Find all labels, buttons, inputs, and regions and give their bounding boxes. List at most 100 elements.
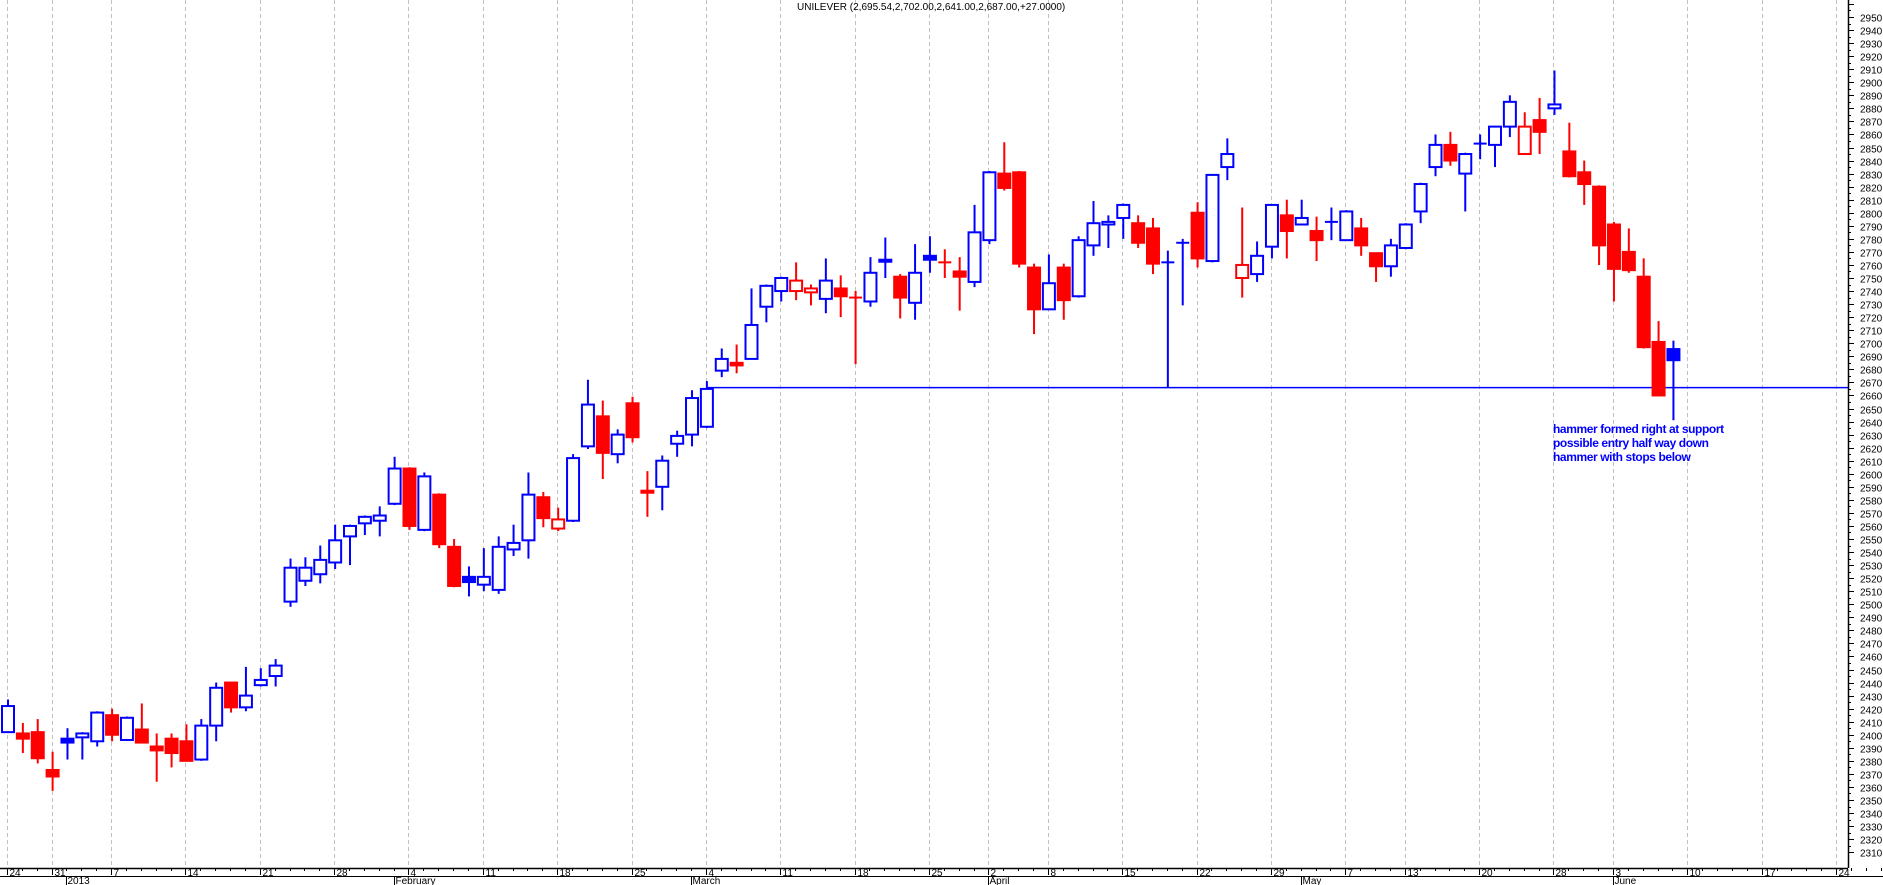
candle	[1577, 160, 1592, 205]
x-tick-label: 14	[188, 868, 200, 879]
x-tick-label: 4	[411, 868, 417, 879]
candle-body-filled	[134, 728, 149, 744]
candle-body-filled	[1592, 185, 1607, 247]
candle	[1473, 134, 1487, 160]
y-tick-label: 2530	[1860, 562, 1883, 573]
y-tick-label: 2780	[1860, 236, 1883, 247]
candle	[432, 493, 447, 549]
candle-body-filled	[1309, 230, 1324, 242]
x-tick-label: 11	[783, 868, 794, 879]
candle-body-hollow	[774, 277, 789, 293]
candle-body-hollow	[982, 171, 997, 242]
candle-body-filled	[1562, 150, 1577, 178]
candle	[357, 515, 372, 536]
candle-body-hollow	[1339, 210, 1354, 242]
candle-body-filled	[402, 467, 417, 527]
candle-body-filled	[893, 275, 908, 299]
candle	[952, 257, 967, 311]
candle-body-hollow	[1116, 203, 1131, 219]
candle-body-filled	[461, 575, 476, 584]
candle-body-hollow	[551, 518, 566, 530]
candle	[298, 557, 313, 586]
candle	[45, 751, 60, 791]
y-tick-label: 2760	[1860, 262, 1883, 273]
y-tick-label: 2660	[1860, 392, 1883, 403]
candle-body-filled	[922, 254, 937, 261]
candle-body-filled	[1606, 223, 1621, 270]
y-tick-label: 2600	[1860, 471, 1883, 482]
candle-body-filled	[1354, 227, 1369, 247]
candle	[1651, 321, 1666, 397]
candle-body-filled	[15, 732, 30, 740]
x-tick-label: 25	[635, 868, 647, 879]
candle	[328, 524, 343, 570]
candle-body-hollow	[685, 397, 700, 436]
y-tick-label: 2810	[1860, 197, 1883, 208]
candle	[283, 558, 298, 607]
y-tick-label: 2880	[1860, 105, 1883, 116]
y-tick-label: 2410	[1860, 719, 1883, 730]
y-tick-label: 2450	[1860, 667, 1883, 678]
candle-body-hollow	[209, 686, 224, 727]
candle-body-hollow	[506, 541, 521, 551]
y-tick-label: 2860	[1860, 131, 1883, 142]
y-tick-label: 2950	[1860, 14, 1883, 25]
candle	[655, 455, 670, 511]
candle-body-hollow	[1101, 220, 1116, 226]
candle	[1131, 215, 1146, 248]
candle	[1562, 122, 1577, 178]
annotation-line: hammer formed right at support	[1553, 422, 1724, 436]
candle-body-filled	[729, 361, 744, 367]
x-tick-label: 15	[1125, 868, 1137, 879]
candle	[878, 237, 893, 278]
y-tick-label: 2900	[1860, 79, 1883, 90]
candle-body-hollow	[521, 493, 536, 542]
candle	[982, 170, 997, 245]
candle-body-hollow	[313, 558, 328, 576]
y-tick-label: 2570	[1860, 510, 1883, 521]
x-tick-label: 3	[1616, 868, 1622, 879]
candle	[699, 381, 714, 429]
candle	[387, 456, 402, 506]
candle	[670, 430, 685, 457]
candle-body-hollow	[1205, 173, 1220, 263]
candle-body-filled	[952, 270, 967, 278]
candle	[1502, 95, 1517, 138]
candle-body-hollow	[655, 459, 670, 488]
y-tick-label: 2930	[1860, 40, 1883, 51]
candle	[863, 257, 878, 307]
y-tick-label: 2700	[1860, 340, 1883, 351]
candle	[372, 506, 387, 537]
candle-body-hollow	[566, 457, 581, 522]
candle	[1666, 340, 1681, 421]
candle	[461, 566, 476, 597]
candle-body-filled	[997, 172, 1012, 189]
candle	[610, 429, 625, 464]
candle	[209, 682, 224, 742]
y-tick-label: 2440	[1860, 680, 1883, 691]
candles	[1, 70, 1681, 791]
candle-body-filled	[1577, 171, 1592, 186]
candle-body-hollow	[714, 357, 729, 372]
candle-body-filled	[1145, 227, 1160, 265]
candle	[685, 390, 700, 447]
candle	[75, 732, 90, 760]
candle-body-filled	[625, 402, 640, 439]
candle	[1027, 263, 1042, 335]
candle-body-filled	[1621, 250, 1636, 272]
candle	[580, 379, 595, 449]
y-tick-label: 2840	[1860, 158, 1883, 169]
candle	[938, 249, 952, 278]
candle	[922, 236, 937, 273]
x-tick-label: 10	[1690, 868, 1702, 879]
candle	[1161, 250, 1175, 388]
candle	[1205, 173, 1220, 263]
candle-body-hollow	[238, 694, 253, 709]
candle	[1279, 199, 1294, 259]
candle-body-hollow	[818, 279, 833, 300]
x-tick-label: 4	[709, 868, 715, 879]
y-tick-label: 2420	[1860, 706, 1883, 717]
candle	[849, 291, 863, 365]
x-tick-label: 11	[486, 868, 497, 879]
candle-body-filled	[1651, 340, 1666, 397]
